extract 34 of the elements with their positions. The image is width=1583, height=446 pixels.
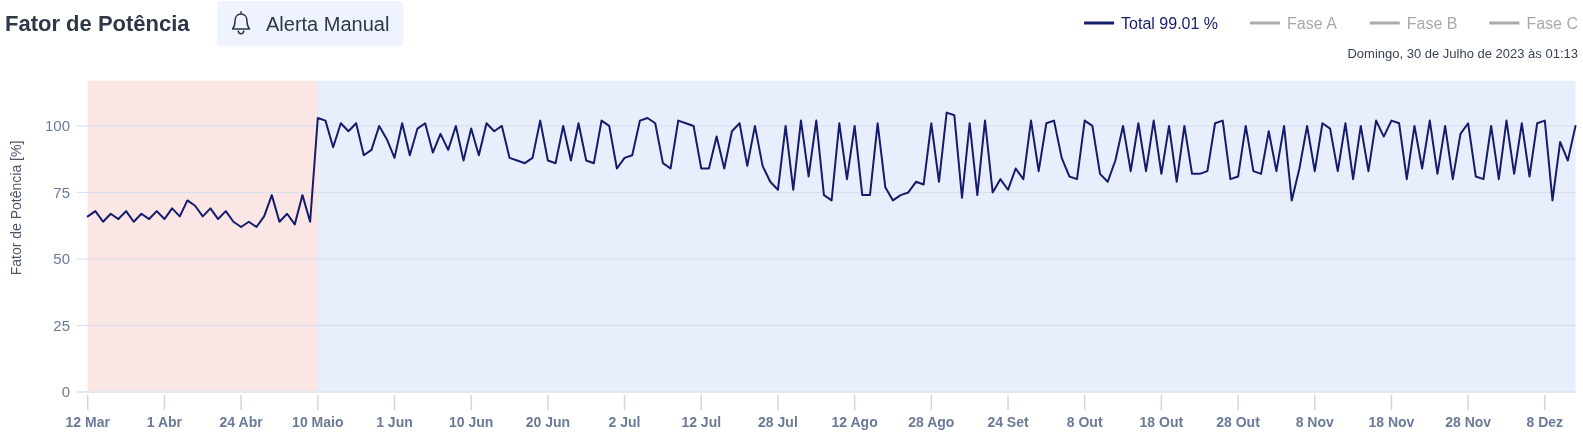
line-series [86,111,1577,229]
x-tick-label: 28 Jul [758,414,798,430]
x-tick-label: 12 Jul [681,414,722,430]
x-tick-label: 20 Jun [525,414,571,430]
legend-label: Fase B [1406,15,1458,32]
y-tick-label: 25 [53,316,70,334]
y-tick-label: 50 [53,250,70,268]
legend-label: Fase C [1526,15,1579,32]
text: Alerta Manual [266,13,390,35]
y-tick-label: 75 [53,183,70,201]
x-tick-label: 18 Nov [1368,414,1415,430]
x-tick-label: 2 Jul [608,414,641,430]
y-axis-title: Fator de Potência [%] [8,140,24,276]
x-tick-label: 8 Nov [1295,414,1335,430]
y-tick-label: 0 [61,383,70,401]
x-tick-label: 10 Maio [292,414,344,430]
x-tick-label: 24 Set [987,414,1029,430]
x-tick-label: 28 Ago [908,414,955,430]
x-tick-label: 1 Abr [146,414,183,430]
x-tick-label: 18 Out [1139,414,1184,430]
x-tick-label: 8 Dez [1526,414,1564,430]
x-tick-label: 28 Out [1216,414,1261,430]
chart-title: Fator de Potência [5,11,191,36]
y-tick-label: 100 [44,117,70,135]
x-tick-label: 10 Jun [449,414,494,430]
x-tick-label: 24 Abr [219,414,264,430]
text: Domingo, 30 de Julho de 2023 às 01:13 [1347,46,1578,61]
x-tick-label: 12 Ago [831,414,878,430]
x-tick-label: 8 Out [1066,414,1103,430]
legend-label: Fase A [1287,15,1338,32]
x-tick-label: 28 Nov [1445,414,1492,430]
x-tick-label: 1 Jun [376,414,413,430]
x-tick-label: 12 Mar [65,414,111,430]
legend-label: Total 99.01 % [1121,15,1219,32]
